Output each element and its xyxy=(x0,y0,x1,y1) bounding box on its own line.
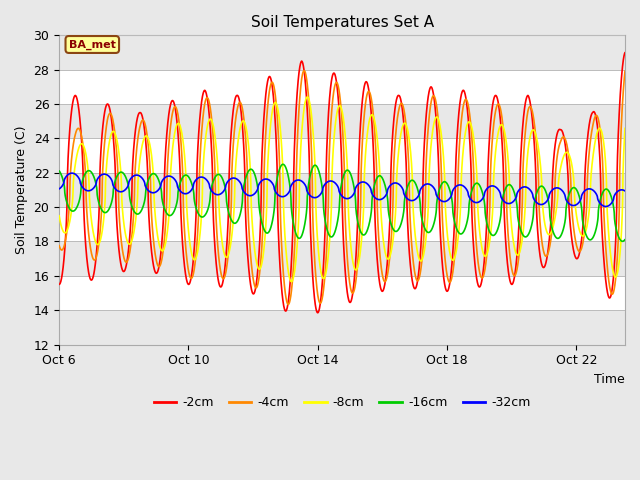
-2cm xyxy=(576,250,584,255)
-8cm xyxy=(467,120,474,126)
-32cm xyxy=(68,170,76,176)
-2cm xyxy=(621,49,629,55)
Title: Soil Temperatures Set A: Soil Temperatures Set A xyxy=(250,15,434,30)
-16cm xyxy=(576,195,584,201)
-16cm xyxy=(279,161,287,167)
-16cm xyxy=(55,168,63,174)
-16cm xyxy=(467,193,474,199)
-8cm xyxy=(293,245,301,251)
-4cm xyxy=(604,270,612,276)
-16cm xyxy=(621,237,629,242)
-16cm xyxy=(298,233,305,239)
Line: -8cm: -8cm xyxy=(59,97,625,282)
Bar xyxy=(59,138,625,173)
-8cm xyxy=(298,132,305,138)
-2cm xyxy=(467,149,474,155)
-4cm xyxy=(324,204,332,209)
-8cm xyxy=(55,213,63,218)
Text: BA_met: BA_met xyxy=(69,39,116,49)
Bar xyxy=(59,70,625,104)
-2cm xyxy=(604,291,612,297)
-16cm xyxy=(604,187,612,192)
Bar xyxy=(59,207,625,241)
-32cm xyxy=(602,204,609,209)
-32cm xyxy=(298,178,305,184)
Bar xyxy=(59,241,625,276)
-32cm xyxy=(621,188,629,194)
Bar xyxy=(59,104,625,138)
-32cm xyxy=(55,186,63,192)
-4cm xyxy=(284,301,292,307)
Bar xyxy=(59,276,625,310)
Y-axis label: Soil Temperature (C): Soil Temperature (C) xyxy=(15,126,28,254)
Bar xyxy=(59,173,625,207)
-8cm xyxy=(303,94,311,100)
Line: -16cm: -16cm xyxy=(59,164,625,241)
-16cm xyxy=(619,239,627,244)
-32cm xyxy=(604,203,612,209)
Bar xyxy=(59,310,625,345)
-2cm xyxy=(314,310,321,316)
-32cm xyxy=(293,177,301,183)
-2cm xyxy=(293,94,301,100)
-32cm xyxy=(576,199,584,204)
-8cm xyxy=(287,279,295,285)
-2cm xyxy=(324,116,332,122)
-4cm xyxy=(467,119,474,125)
-8cm xyxy=(604,220,612,226)
-16cm xyxy=(293,233,301,239)
-4cm xyxy=(293,147,301,153)
Bar xyxy=(59,36,625,70)
Line: -32cm: -32cm xyxy=(59,173,625,206)
-16cm xyxy=(324,230,332,236)
-8cm xyxy=(621,125,629,131)
Line: -4cm: -4cm xyxy=(59,71,625,304)
-4cm xyxy=(298,77,305,83)
X-axis label: Time: Time xyxy=(595,373,625,386)
Legend: -2cm, -4cm, -8cm, -16cm, -32cm: -2cm, -4cm, -8cm, -16cm, -32cm xyxy=(148,391,536,414)
-32cm xyxy=(467,196,474,202)
-2cm xyxy=(55,281,63,287)
Line: -2cm: -2cm xyxy=(59,52,625,313)
-4cm xyxy=(621,68,629,74)
-2cm xyxy=(298,59,305,64)
-8cm xyxy=(576,228,584,234)
-32cm xyxy=(324,179,332,184)
-4cm xyxy=(55,242,63,248)
-8cm xyxy=(324,252,332,258)
-4cm xyxy=(300,68,308,73)
-4cm xyxy=(576,249,584,254)
